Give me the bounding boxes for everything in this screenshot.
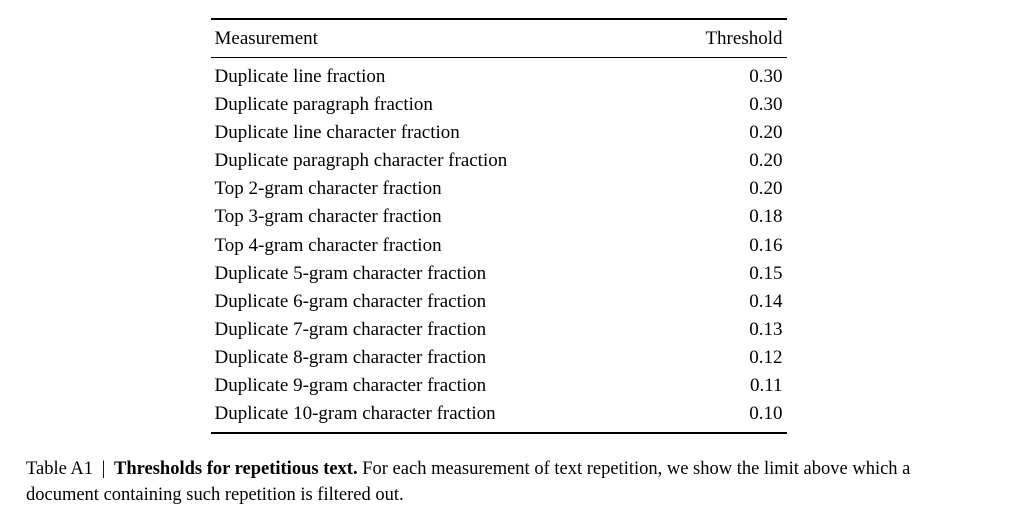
column-header-threshold: Threshold xyxy=(660,19,787,58)
threshold-cell: 0.12 xyxy=(660,343,787,371)
caption-separator: | xyxy=(102,459,106,479)
table-row: Duplicate line character fraction 0.20 xyxy=(211,119,787,147)
table-row: Duplicate paragraph character fraction 0… xyxy=(211,147,787,175)
table-body: Duplicate line fraction 0.30 Duplicate p… xyxy=(211,58,787,434)
measurement-cell: Duplicate 6-gram character fraction xyxy=(211,287,660,315)
thresholds-table: Measurement Threshold Duplicate line fra… xyxy=(211,18,787,434)
threshold-cell: 0.15 xyxy=(660,259,787,287)
table-container: Measurement Threshold Duplicate line fra… xyxy=(211,18,787,434)
threshold-cell: 0.18 xyxy=(660,203,787,231)
threshold-cell: 0.30 xyxy=(660,91,787,119)
page: Measurement Threshold Duplicate line fra… xyxy=(0,0,1021,503)
threshold-cell: 0.20 xyxy=(660,175,787,203)
caption-title: Thresholds for repetitious text. xyxy=(114,459,358,479)
threshold-cell: 0.30 xyxy=(660,58,787,91)
measurement-cell: Duplicate 5-gram character fraction xyxy=(211,259,660,287)
table-row: Top 4-gram character fraction 0.16 xyxy=(211,231,787,259)
measurement-cell: Top 2-gram character fraction xyxy=(211,175,660,203)
measurement-cell: Duplicate 10-gram character fraction xyxy=(211,400,660,434)
table-row: Duplicate 7-gram character fraction 0.13 xyxy=(211,315,787,343)
table-row: Duplicate paragraph fraction 0.30 xyxy=(211,91,787,119)
caption-label: Table A1 xyxy=(26,459,93,479)
table-row: Top 3-gram character fraction 0.18 xyxy=(211,203,787,231)
column-header-measurement: Measurement xyxy=(211,19,660,58)
table-row: Duplicate line fraction 0.30 xyxy=(211,58,787,91)
threshold-cell: 0.20 xyxy=(660,119,787,147)
threshold-cell: 0.20 xyxy=(660,147,787,175)
measurement-cell: Duplicate 7-gram character fraction xyxy=(211,315,660,343)
threshold-cell: 0.14 xyxy=(660,287,787,315)
threshold-cell: 0.11 xyxy=(660,371,787,399)
measurement-cell: Duplicate line character fraction xyxy=(211,119,660,147)
table-caption: Table A1 | Thresholds for repetitious te… xyxy=(24,456,973,509)
measurement-cell: Duplicate line fraction xyxy=(211,58,660,91)
table-row: Top 2-gram character fraction 0.20 xyxy=(211,175,787,203)
measurement-cell: Top 4-gram character fraction xyxy=(211,231,660,259)
table-row: Duplicate 8-gram character fraction 0.12 xyxy=(211,343,787,371)
threshold-cell: 0.10 xyxy=(660,400,787,434)
table-row: Duplicate 10-gram character fraction 0.1… xyxy=(211,400,787,434)
threshold-cell: 0.16 xyxy=(660,231,787,259)
table-header-row: Measurement Threshold xyxy=(211,19,787,58)
measurement-cell: Duplicate 8-gram character fraction xyxy=(211,343,660,371)
table-row: Duplicate 6-gram character fraction 0.14 xyxy=(211,287,787,315)
table-header: Measurement Threshold xyxy=(211,19,787,58)
threshold-cell: 0.13 xyxy=(660,315,787,343)
table-row: Duplicate 9-gram character fraction 0.11 xyxy=(211,371,787,399)
table-row: Duplicate 5-gram character fraction 0.15 xyxy=(211,259,787,287)
measurement-cell: Top 3-gram character fraction xyxy=(211,203,660,231)
measurement-cell: Duplicate paragraph fraction xyxy=(211,91,660,119)
measurement-cell: Duplicate 9-gram character fraction xyxy=(211,371,660,399)
measurement-cell: Duplicate paragraph character fraction xyxy=(211,147,660,175)
